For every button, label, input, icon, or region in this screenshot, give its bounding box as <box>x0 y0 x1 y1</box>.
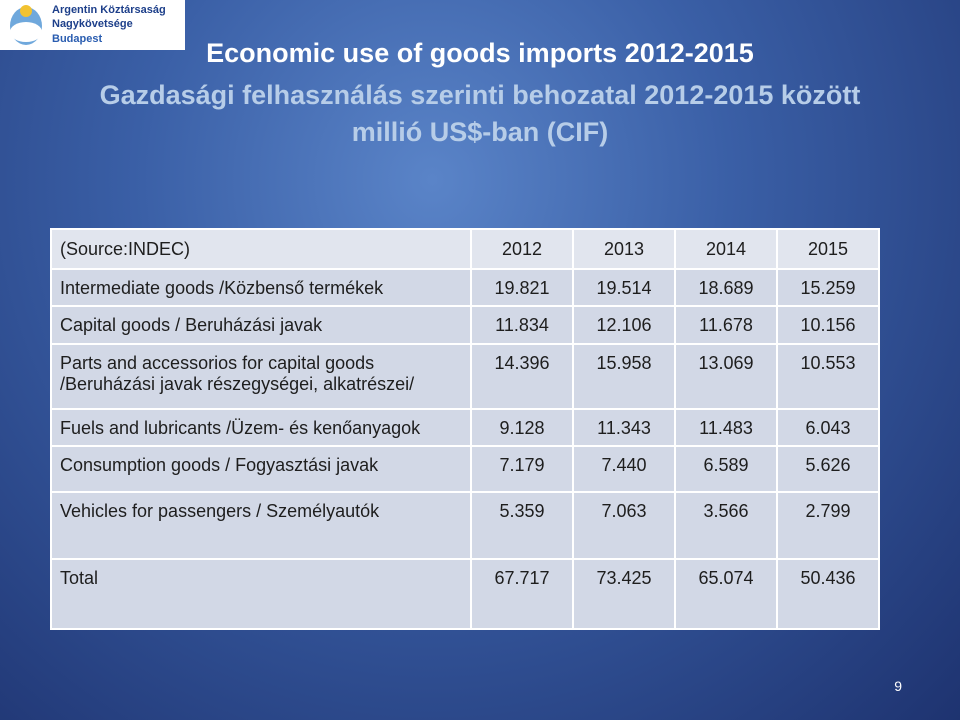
page-number: 9 <box>894 678 902 694</box>
value-cell: 11.678 <box>674 305 778 345</box>
value-cell: 2.799 <box>776 491 880 560</box>
value-cell: 5.626 <box>776 445 880 493</box>
value-cell: 7.440 <box>572 445 676 493</box>
value-cell: 10.156 <box>776 305 880 345</box>
logo: Argentin Köztársaság Nagykövetsége Budap… <box>0 0 185 50</box>
label-cell: Vehicles for passengers / Személyautók <box>50 491 472 560</box>
data-table: (Source:INDEC) 2012 2013 2014 2015 Intermedia… <box>50 228 880 630</box>
label-cell: Fuels and lubricants /Üzem- és kenőanyag… <box>50 408 472 447</box>
logo-text: Nagykövetsége <box>52 18 133 30</box>
logo-text: Argentin Köztársaság <box>52 4 166 16</box>
label-cell: (Source:INDEC) <box>50 228 472 270</box>
value-cell: 2012 <box>470 228 574 270</box>
value-cell: 6.043 <box>776 408 880 447</box>
emblem <box>10 5 42 45</box>
table-row: Parts and accessorios for capital goods … <box>50 343 880 410</box>
value-cell: 19.821 <box>470 268 574 307</box>
value-cell: 11.343 <box>572 408 676 447</box>
table-row: Consumption goods / Fogyasztási javak 7.1… <box>50 445 880 493</box>
label-cell: Intermediate goods /Közbenső termékek <box>50 268 472 307</box>
value-cell: 2013 <box>572 228 676 270</box>
subtitle: millió US$-ban (CIF) <box>351 117 609 147</box>
value-cell: 11.834 <box>470 305 574 345</box>
value-cell: 65.074 <box>674 558 778 630</box>
value-cell: 2014 <box>674 228 778 270</box>
title: Economic use of goods imports 2012-2015 <box>206 38 754 68</box>
value-cell: 5.359 <box>470 491 574 560</box>
value-cell: 14.396 <box>470 343 574 410</box>
value-cell: 13.069 <box>674 343 778 410</box>
value-cell: 15.958 <box>572 343 676 410</box>
table-row: Total 67.717 73.425 65.074 50.436 <box>50 558 880 630</box>
value-cell: 15.259 <box>776 268 880 307</box>
value-cell: 7.179 <box>470 445 574 493</box>
value-cell: 7.063 <box>572 491 676 560</box>
table-row: Intermediate goods /Közbenső termékek 19.… <box>50 268 880 307</box>
value-cell: 19.514 <box>572 268 676 307</box>
logo-text: Budapest <box>52 33 103 45</box>
table-row: Fuels and lubricants /Üzem- és kenőanyag… <box>50 408 880 447</box>
value-cell: 67.717 <box>470 558 574 630</box>
value-cell: 2015 <box>776 228 880 270</box>
value-cell: 6.589 <box>674 445 778 493</box>
value-cell: 12.106 <box>572 305 676 345</box>
value-cell: 11.483 <box>674 408 778 447</box>
label-cell: Total <box>50 558 472 630</box>
value-cell: 18.689 <box>674 268 778 307</box>
table-row: Vehicles for passengers / Személyautók 5.… <box>50 491 880 560</box>
label-cell: Parts and accessorios for capital goods … <box>50 343 472 410</box>
subtitle: Gazdasági felhasználás szerinti behozata… <box>99 80 861 110</box>
value-cell: 50.436 <box>776 558 880 630</box>
label-cell: Consumption goods / Fogyasztási javak <box>50 445 472 493</box>
label-cell: Capital goods / Beruházási javak <box>50 305 472 345</box>
value-cell: 3.566 <box>674 491 778 560</box>
value-cell: 73.425 <box>572 558 676 630</box>
table-row: (Source:INDEC) 2012 2013 2014 2015 <box>50 228 880 270</box>
value-cell: 10.553 <box>776 343 880 410</box>
value-cell: 9.128 <box>470 408 574 447</box>
table-row: Capital goods / Beruházási javak 11.834 12… <box>50 305 880 345</box>
